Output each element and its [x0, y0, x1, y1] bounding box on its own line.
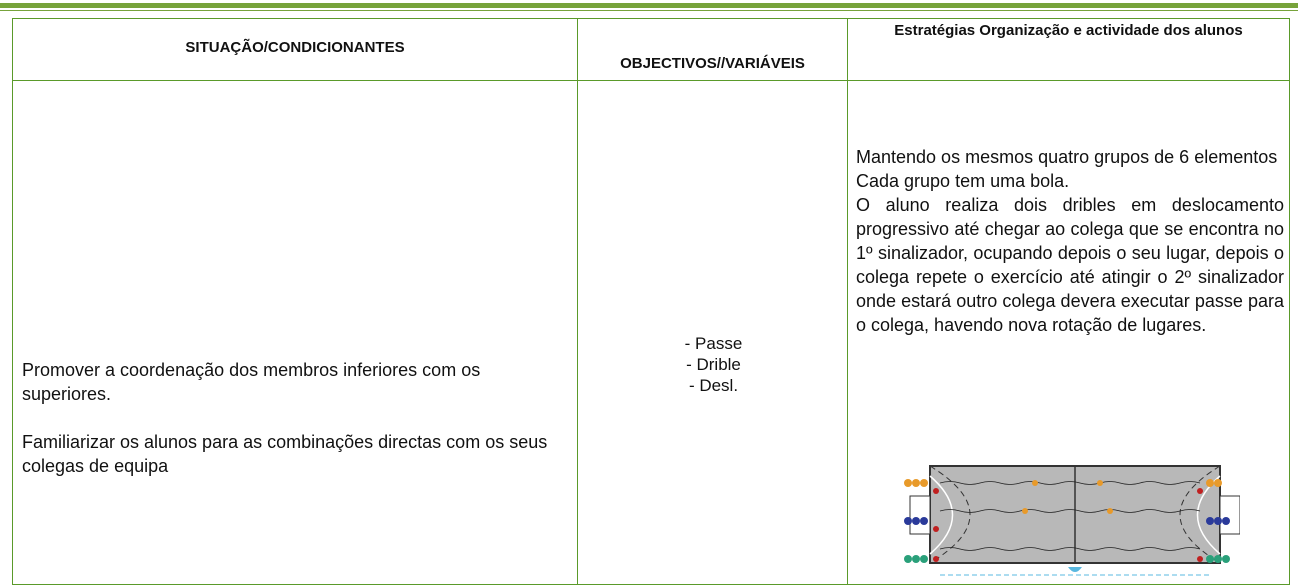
court-diagram: [904, 465, 1240, 576]
header-cell: OBJECTIVOS//VARIÁVEIS: [577, 18, 848, 81]
cell-text: - Desl.: [688, 376, 739, 395]
cell-text: Mantendo os mesmos quatro grupos de 6 el…: [856, 147, 1278, 167]
cell-text: Promover a coordenação dos membros infer…: [22, 360, 481, 404]
cell-text: O aluno realiza dois dribles em deslocam…: [856, 195, 1284, 335]
cell-text: - Drible: [686, 355, 741, 374]
body-cell: Mantendo os mesmos quatro grupos de 6 el…: [847, 80, 1290, 585]
body-cell: Promover a coordenação dos membros infer…: [12, 80, 578, 585]
header-text: Estratégias Organização e actividade dos…: [894, 22, 1243, 39]
header-cell: Estratégias Organização e actividade dos…: [847, 18, 1290, 81]
cell-text: - Passe: [684, 334, 743, 353]
header-cell: SITUAÇÃO/CONDICIONANTES: [12, 18, 578, 81]
header-text: SITUAÇÃO/CONDICIONANTES: [185, 39, 405, 56]
cell-text: Cada grupo tem uma bola.: [856, 171, 1070, 191]
top-rule: [0, 10, 1298, 11]
body-cell: - Passe - Drible - Desl.: [577, 80, 848, 585]
header-text: OBJECTIVOS//VARIÁVEIS: [620, 55, 805, 72]
top-rule: [0, 3, 1298, 8]
cell-text: Familiarizar os alunos para as combinaçõ…: [22, 432, 548, 476]
